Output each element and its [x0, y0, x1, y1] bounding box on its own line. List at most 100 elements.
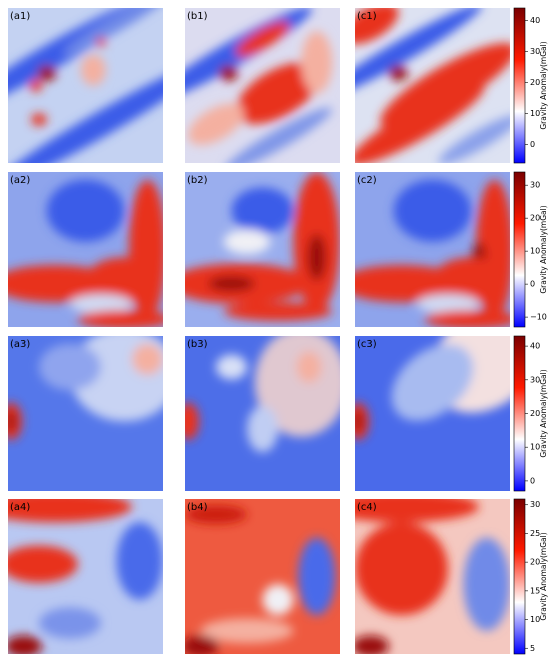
heatmap-blob — [219, 65, 238, 81]
heatmap-blob — [185, 635, 220, 654]
heatmap-blob — [31, 113, 47, 126]
heatmap-blob — [62, 8, 163, 56]
heatmap-blob — [298, 537, 336, 616]
heatmap-texture — [355, 336, 510, 440]
heatmap-texture — [8, 179, 163, 327]
heatmap-texture — [185, 8, 333, 163]
heatmap-panel — [185, 336, 340, 491]
colorbar-tick-label: 40 — [530, 16, 540, 25]
colorbar — [513, 171, 526, 328]
heatmap-blob — [8, 61, 163, 163]
colorbar-tick-label: 30 — [530, 500, 540, 509]
heatmap-blob — [355, 499, 479, 523]
panel-label: (c1) — [357, 11, 377, 22]
heatmap-blob — [39, 343, 101, 391]
colorbar-tick-label: 0 — [530, 476, 535, 485]
heatmap-blob — [188, 103, 244, 145]
heatmap-blob — [393, 179, 472, 242]
panel-label: (b1) — [187, 11, 208, 22]
heatmap-blob — [301, 31, 333, 94]
heatmap-texture — [185, 336, 340, 453]
heatmap-blob — [77, 309, 163, 327]
colorbar — [513, 498, 526, 655]
heatmap-blob — [296, 351, 322, 383]
heatmap-blob — [85, 257, 163, 304]
heatmap-blob — [417, 294, 479, 314]
heatmap-blob — [389, 65, 408, 81]
heatmap-panel — [8, 8, 163, 163]
heatmap-panel — [8, 499, 163, 654]
heatmap-blob — [236, 62, 320, 125]
heatmap-panel — [355, 336, 510, 491]
heatmap-blob — [39, 607, 101, 639]
heatmap-blob — [223, 229, 271, 255]
heatmap-blob — [224, 107, 332, 163]
colorbar-tick-label: 30 — [530, 375, 540, 384]
colorbar-label: Gravity Anomaly(mGal) — [539, 369, 548, 457]
heatmap-blob — [208, 275, 255, 292]
heatmap-panel — [185, 172, 340, 327]
panel-label: (c3) — [357, 339, 377, 350]
colorbar-tick-label: 20 — [530, 214, 540, 223]
heatmap-blob — [185, 505, 247, 524]
colorbar-tick-label: 5 — [530, 644, 535, 653]
heatmap-blob — [307, 234, 327, 281]
heatmap-blob — [231, 187, 294, 234]
panel-label: (c2) — [357, 175, 377, 186]
heatmap-panel — [185, 499, 340, 654]
colorbar-tick-label: 30 — [530, 181, 540, 190]
heatmap-blob — [438, 115, 510, 163]
panel-label: (a3) — [10, 339, 30, 350]
heatmap-blob — [185, 402, 199, 440]
panel-label: (a1) — [10, 11, 30, 22]
heatmap-blob — [29, 79, 43, 92]
heatmap-blob — [380, 43, 510, 128]
heatmap-blob — [463, 537, 510, 631]
colorbar-tick-label: 10 — [530, 615, 540, 624]
heatmap-panel — [355, 8, 510, 163]
heatmap-texture — [8, 8, 163, 163]
heatmap-blob — [70, 294, 132, 314]
colorbar-tick-label: 10 — [530, 443, 540, 452]
heatmap-blob — [355, 8, 399, 45]
heatmap-blob — [200, 618, 294, 644]
heatmap-blob — [391, 344, 474, 421]
heatmap-panel — [8, 336, 163, 491]
colorbar-label: Gravity Anomaly(mGal) — [539, 205, 548, 293]
colorbar-tick-label: 0 — [530, 140, 535, 149]
colorbar-label: Gravity Anomaly(mGal) — [539, 532, 548, 620]
heatmap-blob — [355, 410, 363, 433]
heatmap-texture — [8, 336, 163, 440]
heatmap-texture — [8, 499, 163, 654]
panel-label: (a4) — [10, 502, 30, 513]
colorbar — [513, 335, 526, 492]
heatmap-texture — [185, 505, 336, 654]
heatmap-blob — [46, 179, 125, 242]
heatmap-blob — [80, 54, 106, 86]
heatmap-blob — [8, 635, 43, 654]
heatmap-blob — [8, 410, 16, 433]
heatmap-blob — [262, 584, 294, 616]
colorbar-tick-label: 15 — [530, 586, 540, 595]
heatmap-panel — [185, 8, 340, 163]
colorbar-tick-label: 0 — [530, 280, 535, 289]
panel-label: (c4) — [357, 502, 377, 513]
heatmap-blob — [223, 302, 333, 321]
colorbar — [513, 7, 526, 164]
colorbar-tick-label: 10 — [530, 109, 540, 118]
heatmap-blob — [432, 257, 510, 304]
heatmap-blob — [96, 37, 106, 47]
colorbar-tick-label: 30 — [530, 47, 540, 56]
heatmap-blob — [235, 21, 290, 57]
heatmap-panel — [8, 172, 163, 327]
panel-label: (a2) — [10, 175, 30, 186]
heatmap-panel — [355, 172, 510, 327]
heatmap-blob — [424, 309, 510, 327]
heatmap-texture — [185, 172, 340, 321]
colorbar-tick-label: 20 — [530, 409, 540, 418]
panel-label: (b3) — [187, 339, 208, 350]
panel-label: (b4) — [187, 502, 208, 513]
colorbar-tick-label: 20 — [530, 78, 540, 87]
heatmap-panel — [355, 499, 510, 654]
